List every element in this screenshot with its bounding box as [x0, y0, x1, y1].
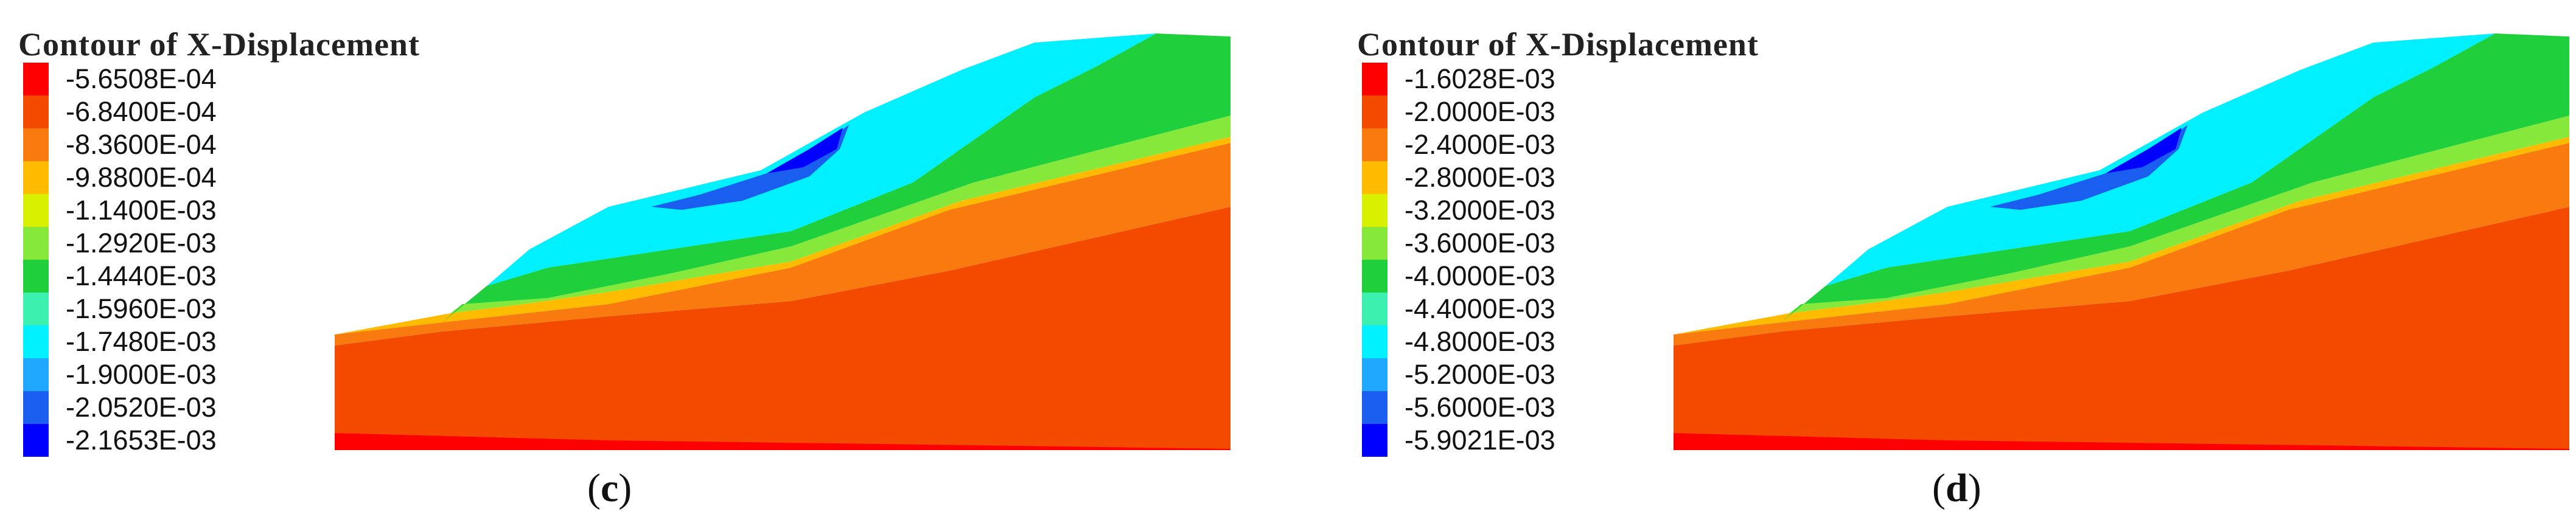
legend-label: -2.8000E-03 — [1405, 162, 1555, 193]
legend-label: -2.4000E-03 — [1405, 129, 1555, 160]
contour-title: Contour of X-Displacement — [1357, 26, 1759, 63]
legend-swatch — [1362, 128, 1387, 161]
contour-band-green — [1781, 33, 2569, 322]
legend-label: -1.1400E-03 — [66, 195, 217, 226]
legend-label: -1.2920E-03 — [66, 227, 217, 259]
legend-swatch — [23, 95, 49, 128]
contour-panel-d: Contour of X-Displacement -1.6028E-03 -2… — [1339, 0, 2576, 531]
caption-close-paren: ) — [618, 466, 632, 510]
legend-label: -2.1653E-03 — [66, 425, 217, 456]
slope-contour-field — [335, 33, 1230, 450]
caption-open-paren: ( — [587, 466, 601, 510]
contour-band-orange-red — [335, 143, 1230, 345]
caption-letter: c — [600, 466, 619, 510]
legend-label: -6.8400E-04 — [66, 96, 217, 127]
legend-label: -2.0000E-03 — [1405, 96, 1555, 127]
legend-swatch — [1362, 194, 1387, 227]
legend-swatch — [23, 391, 49, 424]
legend-label: -1.6028E-03 — [1405, 63, 1555, 94]
contour-band-red-base — [1674, 207, 2569, 450]
legend-label: -4.0000E-03 — [1405, 260, 1555, 291]
contour-band-bottom-red — [1674, 433, 2569, 450]
legend-label: -9.8800E-04 — [66, 162, 217, 193]
legend-label: -4.4000E-03 — [1405, 293, 1555, 324]
legend-swatch — [23, 194, 49, 227]
contour-band-orange-red — [1674, 143, 2569, 345]
legend-swatch — [1362, 391, 1387, 424]
contour-band-blue — [1990, 125, 2188, 210]
legend-label: -5.6000E-03 — [1405, 392, 1555, 423]
legend-swatch — [23, 293, 49, 325]
legend-label: -8.3600E-04 — [66, 129, 217, 160]
contour-band-bottom-red — [335, 433, 1230, 450]
slope-contour-field — [1674, 33, 2569, 450]
contour-band-deep-blue — [767, 128, 843, 173]
legend-label: -1.9000E-03 — [66, 359, 217, 390]
contour-band-deep-blue — [2106, 128, 2182, 173]
legend-swatch — [1362, 161, 1387, 194]
legend-label: -5.6508E-04 — [66, 63, 217, 94]
legend-swatch — [1362, 260, 1387, 293]
legend-label: -2.0520E-03 — [66, 392, 217, 423]
legend-swatch — [1362, 293, 1387, 325]
contour-title: Contour of X-Displacement — [18, 26, 420, 63]
legend-swatch — [23, 227, 49, 260]
legend-label: -4.8000E-03 — [1405, 326, 1555, 357]
legend-swatch — [23, 128, 49, 161]
contour-band-red-base — [335, 207, 1230, 450]
legend-swatch — [23, 63, 49, 95]
contour-band-green — [442, 33, 1230, 322]
panel-caption: (c) — [587, 465, 632, 512]
legend-swatch — [23, 358, 49, 391]
legend-swatch — [1362, 227, 1387, 260]
contour-band-blue — [651, 125, 849, 210]
color-legend: -5.6508E-04 -6.8400E-04 -8.3600E-04 -9.8… — [23, 63, 327, 457]
legend-swatch — [23, 260, 49, 293]
legend-label: -5.9021E-03 — [1405, 425, 1555, 456]
legend-label: -5.2000E-03 — [1405, 359, 1555, 390]
caption-letter: d — [1945, 466, 1968, 510]
legend-label: -1.4440E-03 — [66, 260, 217, 291]
panel-caption: (d) — [1932, 465, 1981, 512]
legend-label: -3.6000E-03 — [1405, 227, 1555, 259]
legend-label: -1.7480E-03 — [66, 326, 217, 357]
caption-close-paren: ) — [1967, 466, 1981, 510]
legend-swatch — [1362, 358, 1387, 391]
caption-open-paren: ( — [1932, 466, 1946, 510]
legend-swatch — [1362, 95, 1387, 128]
color-legend: -1.6028E-03 -2.0000E-03 -2.4000E-03 -2.8… — [1362, 63, 1666, 457]
contour-panel-c: Contour of X-Displacement -5.6508E-04 -6… — [0, 0, 1278, 531]
legend-swatch — [23, 161, 49, 194]
legend-label: -3.2000E-03 — [1405, 195, 1555, 226]
legend-swatch — [1362, 63, 1387, 95]
legend-swatch — [1362, 424, 1387, 457]
legend-swatch — [23, 325, 49, 358]
legend-swatch — [1362, 325, 1387, 358]
legend-label: -1.5960E-03 — [66, 293, 217, 324]
legend-swatch — [23, 424, 49, 457]
